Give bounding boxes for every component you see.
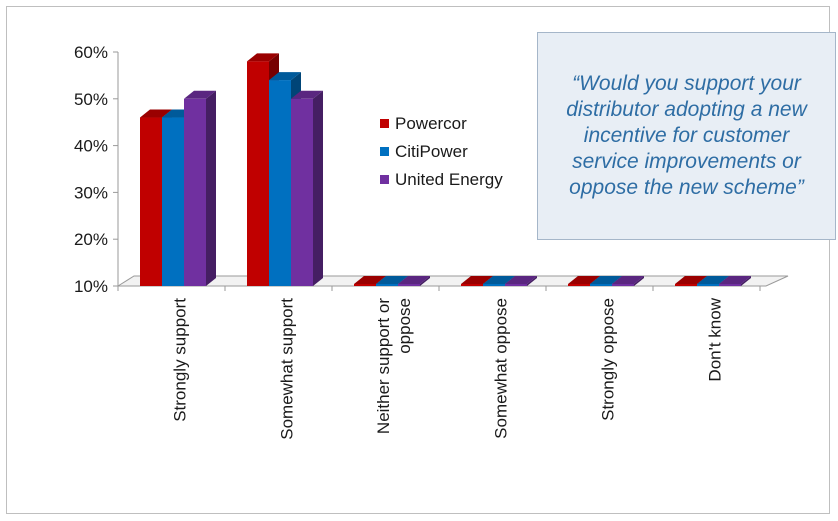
question-annotation-box: “Would you support your distributor adop… [537,32,836,240]
legend-label: United Energy [395,170,503,189]
y-tick-label: 10% [74,277,108,296]
x-category-label: Somewhat oppose [492,298,511,439]
bar-united-energy-3 [505,276,537,286]
question-annotation-text: “Would you support your distributor adop… [566,72,807,199]
legend-item-citipower: CitiPower [380,142,468,161]
legend-swatch [380,175,389,184]
legend-swatch [380,119,389,128]
bar-united-energy-5 [719,276,751,286]
x-category-label: Somewhat support [278,298,297,440]
x-category-label: Neither support or oppose [374,298,414,434]
bar-united-energy-2 [398,276,430,286]
y-tick-label: 50% [74,90,108,109]
x-category-label: Strongly oppose [599,298,618,421]
y-tick-label: 60% [74,43,108,62]
bar-united-energy-4 [612,276,644,286]
legend-label: Powercor [395,114,467,133]
chart-axes [113,51,766,291]
y-tick-label: 40% [74,137,108,156]
bars [140,53,751,287]
bar-united-energy-1 [291,90,323,286]
legend-item-united-energy: United Energy [380,170,503,189]
legend-swatch [380,147,389,156]
x-category-label: Strongly support [171,298,190,422]
legend-label: CitiPower [395,142,468,161]
x-category-label: Don't know [706,297,725,381]
y-tick-label: 20% [74,230,108,249]
axis-labels: 10% 20% 30% 40% 50% 60% Strongly support Somewh… [74,43,725,440]
y-tick-label: 30% [74,183,108,202]
bar-united-energy-0 [184,90,216,286]
legend: Powercor CitiPower United Energy [380,114,503,189]
legend-item-powercor: Powercor [380,114,467,133]
